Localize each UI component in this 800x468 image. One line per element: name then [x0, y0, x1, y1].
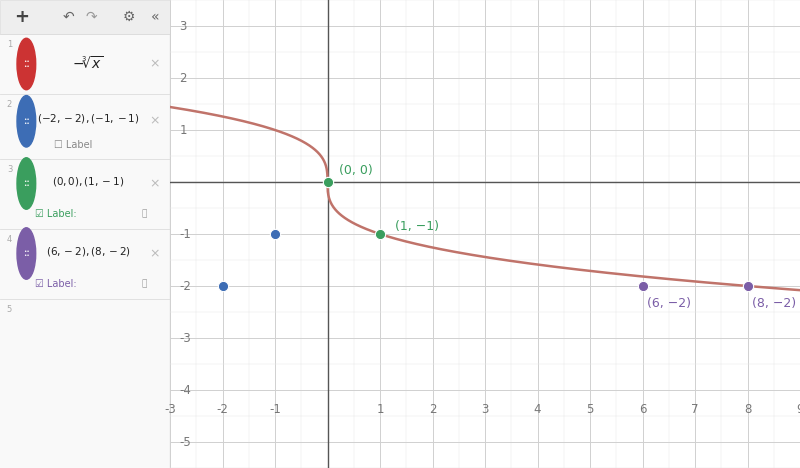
Text: 1: 1	[376, 403, 384, 416]
Text: -2: -2	[179, 279, 191, 292]
Text: (6, −2): (6, −2)	[646, 298, 690, 310]
Text: ☑ Label:: ☑ Label:	[35, 278, 77, 289]
Text: $(6,-2),(8,-2)$: $(6,-2),(8,-2)$	[46, 245, 131, 258]
Point	[636, 282, 649, 290]
Text: 4: 4	[534, 403, 542, 416]
Text: 5: 5	[586, 403, 594, 416]
Text: 1: 1	[6, 40, 12, 49]
Text: -2: -2	[217, 403, 229, 416]
Text: 7: 7	[691, 403, 698, 416]
Point	[741, 282, 754, 290]
Text: (0, 0): (0, 0)	[339, 164, 373, 177]
Point	[269, 230, 282, 238]
Text: 3: 3	[6, 165, 12, 174]
Bar	[0, 0, 170, 34]
Text: 3: 3	[482, 403, 489, 416]
Text: $(0,0),(1,-1)$: $(0,0),(1,-1)$	[52, 175, 125, 188]
Circle shape	[17, 228, 36, 279]
Point	[321, 178, 334, 186]
Text: 8: 8	[744, 403, 751, 416]
Circle shape	[17, 95, 36, 147]
Text: -4: -4	[179, 383, 191, 396]
Text: 9: 9	[796, 403, 800, 416]
Text: 3: 3	[179, 20, 187, 32]
Text: +: +	[14, 8, 30, 26]
Text: ☐ Label: ☐ Label	[54, 140, 92, 150]
Text: 4: 4	[6, 234, 12, 244]
Text: ×: ×	[150, 58, 160, 71]
Text: $-\!\sqrt[3]{x}$: $-\!\sqrt[3]{x}$	[73, 56, 104, 73]
Text: ×: ×	[150, 247, 160, 260]
Text: ↷: ↷	[86, 10, 98, 24]
Text: ••
••: •• ••	[23, 179, 30, 188]
Text: ↶: ↶	[62, 10, 74, 24]
Text: (1, −1): (1, −1)	[394, 219, 438, 233]
Point	[216, 282, 229, 290]
Text: 2: 2	[6, 100, 12, 109]
Text: (8, −2): (8, −2)	[752, 298, 796, 310]
Text: -5: -5	[179, 436, 191, 448]
Text: 5: 5	[6, 305, 12, 314]
Text: $(-2,-2),(-1,-1)$: $(-2,-2),(-1,-1)$	[37, 112, 140, 125]
Text: -3: -3	[164, 403, 176, 416]
Text: -1: -1	[269, 403, 281, 416]
Circle shape	[17, 38, 36, 90]
Text: 🔧: 🔧	[142, 209, 147, 218]
Text: 2: 2	[429, 403, 436, 416]
Circle shape	[17, 158, 36, 209]
Text: ••
••: •• ••	[23, 249, 30, 258]
Text: ☑ Label:: ☑ Label:	[35, 209, 77, 219]
Text: ••
••: •• ••	[23, 117, 30, 126]
Text: -1: -1	[179, 227, 191, 241]
Text: ⚙: ⚙	[123, 10, 135, 24]
Text: 1: 1	[179, 124, 187, 137]
Text: ×: ×	[150, 115, 160, 128]
Text: 🔧: 🔧	[142, 279, 147, 288]
Point	[374, 230, 386, 238]
Text: ••
••: •• ••	[23, 59, 30, 69]
Text: 6: 6	[638, 403, 646, 416]
Text: 2: 2	[179, 72, 187, 85]
Text: ×: ×	[150, 177, 160, 190]
Text: «: «	[150, 10, 159, 24]
Text: -3: -3	[179, 331, 191, 344]
